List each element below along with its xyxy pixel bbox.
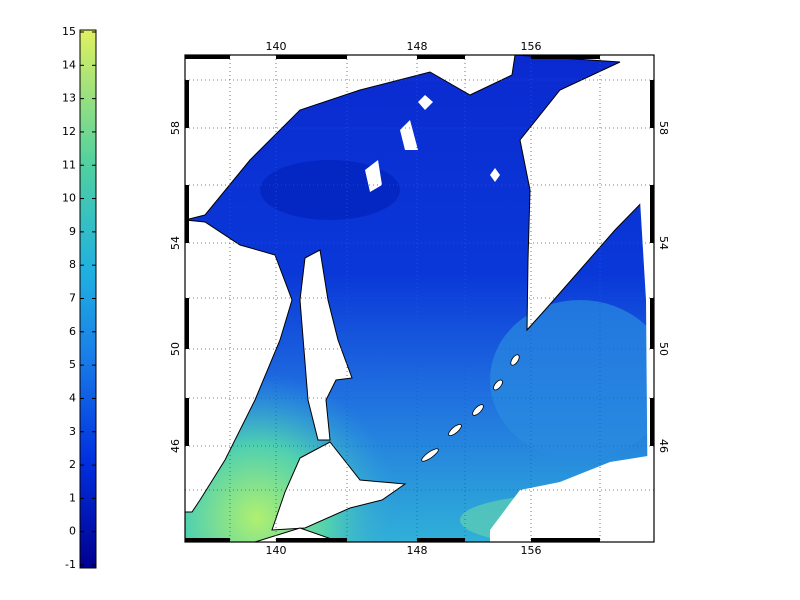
colorbar-tick-label: 1 <box>69 491 76 504</box>
map-field <box>185 55 654 542</box>
lat-tick-label-left: 50 <box>169 342 182 356</box>
lon-tick-label-top: 140 <box>266 40 287 53</box>
lon-tick-label-bottom: 156 <box>521 544 542 557</box>
colorbar-tick-label: 0 <box>69 525 76 538</box>
lat-tick-label-right: 46 <box>657 439 670 453</box>
map-ticks: 140 140 148 148 156 156 46 46 50 50 54 54 58 58 <box>169 40 670 557</box>
frame-bars <box>185 55 654 542</box>
colorbar-tick-label: 14 <box>62 58 76 71</box>
colorbar-tick-label: 10 <box>62 192 76 205</box>
lat-tick-label-left: 54 <box>169 236 182 250</box>
no-data-east <box>490 455 654 542</box>
lat-tick-label-right: 58 <box>657 121 670 135</box>
colorbar-tick-label: 12 <box>62 125 76 138</box>
colorbar-tick-label: 3 <box>69 425 76 438</box>
colorbar-tick-label: 13 <box>62 92 76 105</box>
lat-tick-label-right: 54 <box>657 236 670 250</box>
land-mainland-north <box>185 55 516 221</box>
colorbar-tick-label: 8 <box>69 258 76 271</box>
colorbar-tick-label: 7 <box>69 292 76 305</box>
sea-deep <box>260 160 400 220</box>
lat-tick-label-left: 46 <box>169 439 182 453</box>
colorbar-tick-label: 6 <box>69 325 76 338</box>
kurils <box>421 354 520 462</box>
colorbar-tick-label: 15 <box>62 25 76 38</box>
sea-east <box>490 300 654 460</box>
colorbar-tick-label: -1 <box>65 558 76 571</box>
lat-tick-label-right: 50 <box>657 342 670 356</box>
land-kamchatka <box>514 55 654 332</box>
colorbar-tick-label: 4 <box>69 391 76 404</box>
colorbar-tick-label: 5 <box>69 358 76 371</box>
colorbar-tick-label: 11 <box>62 158 76 171</box>
land-sakhalin <box>299 249 353 441</box>
lon-tick-label-bottom: 140 <box>266 544 287 557</box>
colorbar-tick-label: 2 <box>69 458 76 471</box>
lon-tick-label-top: 156 <box>521 40 542 53</box>
lat-tick-label-left: 58 <box>169 121 182 135</box>
lon-tick-label-bottom: 148 <box>407 544 428 557</box>
lon-tick-label-top: 148 <box>407 40 428 53</box>
land-mainland-west <box>185 219 293 513</box>
land-hokkaido <box>271 441 407 531</box>
no-data-patches <box>365 95 500 192</box>
colorbar-tick-label: 9 <box>69 225 76 238</box>
